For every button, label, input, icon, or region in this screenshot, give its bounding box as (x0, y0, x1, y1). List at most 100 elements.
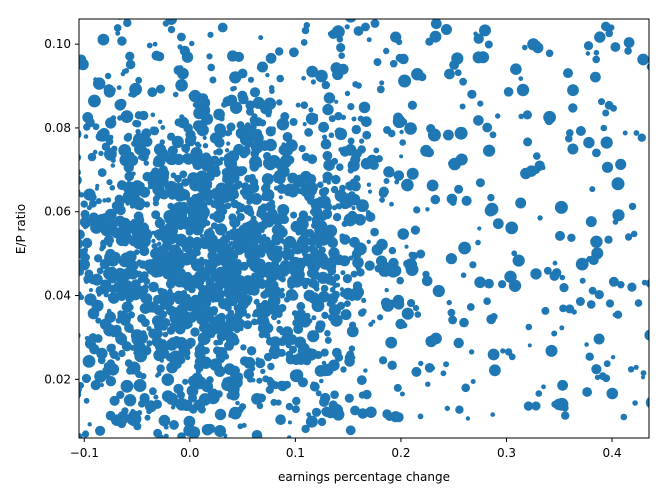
scatter-point (213, 165, 220, 172)
scatter-point (229, 217, 240, 228)
scatter-point (338, 258, 345, 265)
scatter-point (109, 350, 115, 357)
scatter-point (335, 282, 341, 288)
scatter-point (207, 63, 215, 72)
scatter-point (120, 110, 134, 123)
scatter-point (79, 238, 83, 250)
scatter-point (150, 112, 156, 118)
scatter-point (585, 216, 597, 228)
scatter-point (421, 275, 433, 287)
scatter-point (641, 279, 648, 286)
scatter-point (455, 405, 464, 414)
scatter-point (267, 336, 272, 342)
scatter-point (425, 207, 430, 212)
scatter-point (118, 144, 131, 157)
scatter-point (153, 394, 159, 400)
scatter-point (376, 255, 387, 267)
scatter-point (490, 412, 496, 417)
scatter-point (157, 172, 164, 178)
scatter-point (217, 334, 225, 342)
scatter-point (332, 213, 342, 222)
scatter-point (276, 319, 281, 325)
scatter-point (602, 109, 610, 117)
scatter-point (228, 323, 236, 332)
scatter-point (620, 413, 628, 421)
scatter-point (243, 356, 256, 369)
scatter-point (271, 232, 284, 245)
scatter-point (96, 129, 109, 142)
scatter-point (441, 24, 452, 35)
scatter-point (119, 227, 128, 236)
scatter-point (443, 361, 450, 368)
scatter-point (162, 269, 173, 280)
scatter-point (227, 50, 239, 62)
scatter-point (166, 326, 176, 335)
scatter-point (584, 342, 589, 347)
scatter-point (236, 213, 245, 221)
scatter-point (295, 102, 301, 108)
scatter-point (600, 136, 613, 149)
scatter-point (167, 202, 175, 210)
scatter-point (278, 337, 287, 346)
scatter-point (632, 400, 638, 406)
scatter-point (236, 269, 242, 276)
scatter-point (280, 287, 285, 293)
scatter-point (95, 198, 102, 205)
scatter-point (165, 227, 170, 233)
scatter-point (213, 339, 220, 346)
scatter-point (344, 24, 350, 30)
scatter-point (304, 312, 311, 320)
scatter-point (87, 307, 100, 320)
scatter-point (287, 420, 292, 425)
scatter-point (633, 364, 639, 370)
scatter-point (123, 186, 129, 192)
scatter-point (328, 400, 338, 410)
scatter-point (371, 319, 376, 324)
scatter-point (156, 371, 162, 377)
scatter-point (94, 186, 99, 191)
scatter-point (288, 236, 295, 243)
scatter-point (251, 430, 263, 438)
scatter-point (281, 239, 288, 245)
scatter-point (135, 76, 143, 84)
scatter-point (289, 118, 298, 126)
scatter-point (95, 425, 106, 436)
scatter-point (287, 187, 299, 198)
scatter-point (298, 210, 309, 220)
scatter-point (175, 233, 188, 246)
scatter-point (158, 310, 165, 316)
scatter-point (154, 316, 162, 324)
scatter-point (505, 221, 519, 235)
scatter-point (311, 381, 316, 386)
scatter-point (591, 364, 602, 375)
scatter-point (559, 325, 565, 331)
scatter-point (627, 366, 635, 373)
scatter-point (398, 74, 412, 88)
scatter-point (605, 299, 615, 308)
scatter-point (411, 68, 424, 81)
scatter-point (531, 401, 541, 411)
scatter-point (266, 376, 274, 384)
scatter-point (601, 161, 614, 173)
scatter-point (146, 340, 153, 347)
scatter-point (142, 171, 153, 182)
scatter-point (161, 373, 175, 387)
scatter-point (163, 424, 169, 430)
scatter-point (166, 361, 178, 374)
scatter-point (468, 349, 475, 355)
scatter-point (309, 269, 320, 280)
scatter-point (321, 208, 333, 220)
scatter-point (79, 129, 82, 139)
scatter-point (297, 344, 310, 357)
scatter-point (518, 76, 524, 81)
scatter-point (82, 430, 90, 438)
scatter-point (214, 408, 227, 421)
scatter-point (425, 37, 434, 46)
scatter-point (405, 263, 419, 276)
scatter-point (487, 193, 495, 202)
scatter-point (306, 65, 319, 78)
scatter-point (197, 206, 210, 219)
scatter-point (237, 307, 247, 318)
scatter-point (645, 397, 649, 408)
scatter-point (522, 110, 533, 120)
